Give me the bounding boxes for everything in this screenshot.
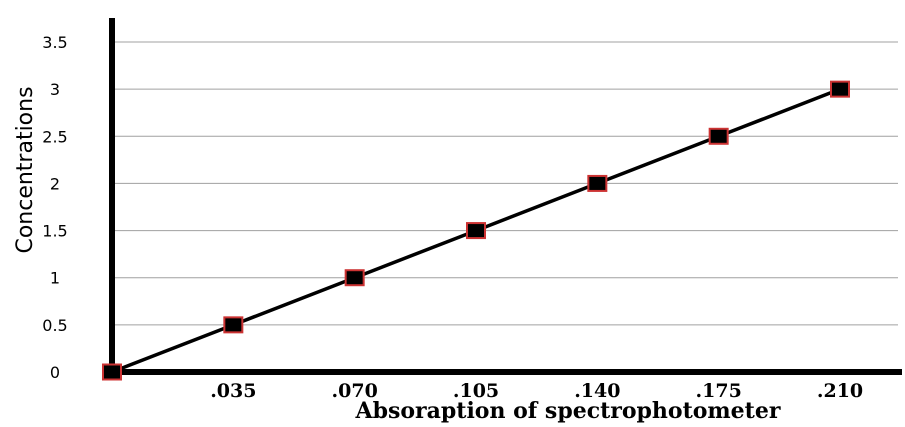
grid-lines [112, 41, 898, 326]
y-tick-label-0: 0 [50, 363, 60, 382]
y-tick-label-5: 2.5 [42, 127, 67, 146]
y-tick-label-1: 0.5 [42, 316, 67, 335]
data-point-6 [830, 80, 850, 98]
y-tick-label-6: 3 [50, 80, 60, 99]
y-axis-label: Concentrations [13, 86, 38, 253]
x-tick-label-0: .035 [210, 380, 256, 402]
x-tick-label-2: .105 [453, 380, 499, 402]
y-tick-label-3: 1.5 [42, 222, 67, 241]
series-group [102, 80, 850, 381]
x-axis-label: Absoraption of spectrophotometer [355, 398, 781, 424]
y-tick-labels: 0 0.5 1 1.5 2 2.5 3 3.5 [42, 33, 67, 382]
x-tick-labels: .035 .070 .105 .140 .175 .210 [210, 380, 863, 402]
data-point-4 [587, 174, 608, 192]
x-tick-label-5: .210 [817, 380, 863, 402]
y-tick-label-2: 1 [50, 269, 60, 288]
data-point-5 [708, 127, 729, 145]
x-tick-label-1: .070 [332, 380, 378, 402]
x-tick-label-3: .140 [574, 380, 620, 402]
data-point-1 [223, 316, 244, 334]
data-point-3 [466, 222, 486, 240]
data-point-2 [344, 269, 365, 287]
data-point-0 [102, 363, 122, 381]
x-tick-label-4: .175 [696, 380, 742, 402]
y-tick-label-4: 2 [50, 174, 60, 193]
y-tick-label-7: 3.5 [42, 33, 67, 52]
